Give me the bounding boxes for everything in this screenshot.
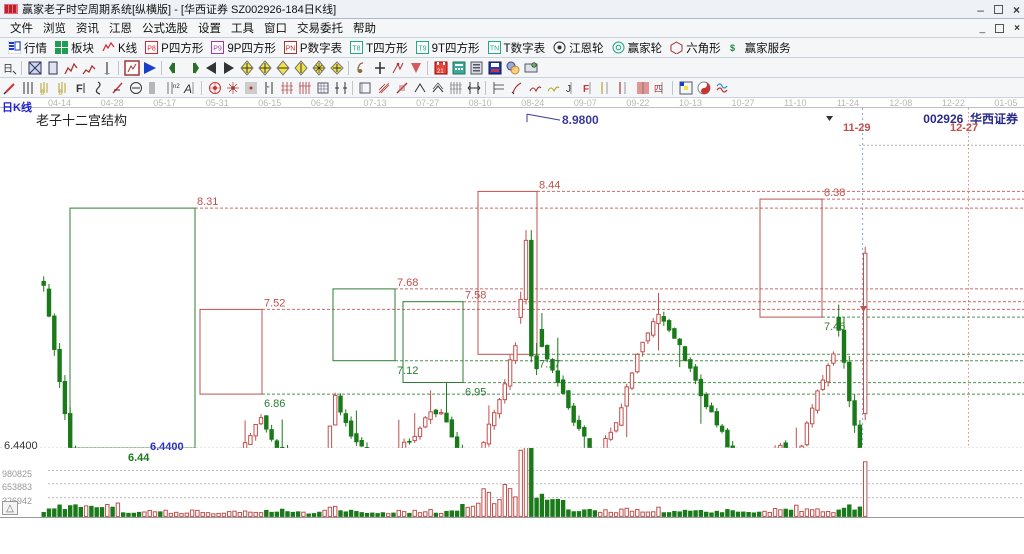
svg-text:8.44: 8.44: [539, 179, 560, 191]
svg-text:7.68: 7.68: [397, 277, 418, 289]
svg-text:P8: P8: [147, 46, 156, 53]
svg-text:A: A: [183, 82, 192, 96]
svg-text:8.31: 8.31: [197, 196, 218, 208]
svg-text:6.95: 6.95: [465, 387, 486, 399]
svg-text:6.86: 6.86: [264, 398, 285, 410]
svg-text:J: J: [566, 84, 571, 95]
svg-text:": ": [267, 86, 270, 93]
svg-text:日: 日: [3, 64, 13, 75]
svg-text:F: F: [583, 84, 589, 95]
svg-text:F: F: [76, 83, 83, 95]
svg-text:T8: T8: [353, 46, 361, 53]
svg-text:21: 21: [437, 69, 444, 75]
svg-text:8.38: 8.38: [824, 187, 845, 199]
svg-text:四: 四: [654, 84, 663, 94]
svg-text:TN: TN: [489, 46, 498, 53]
svg-text:7.58: 7.58: [465, 290, 486, 302]
svg-text:壹: 壹: [40, 89, 45, 96]
svg-text:壹: 壹: [58, 89, 63, 96]
svg-text:n2: n2: [173, 84, 180, 90]
svg-text:7.12: 7.12: [397, 365, 418, 377]
svg-text:7.17: 7.17: [539, 358, 560, 370]
svg-text:$: $: [730, 43, 735, 53]
svg-text:T9: T9: [418, 46, 426, 53]
svg-text:7.52: 7.52: [264, 297, 285, 309]
svg-text:P9: P9: [214, 46, 223, 53]
svg-text:8.9800: 8.9800: [562, 113, 599, 127]
svg-text:PN: PN: [286, 46, 296, 53]
